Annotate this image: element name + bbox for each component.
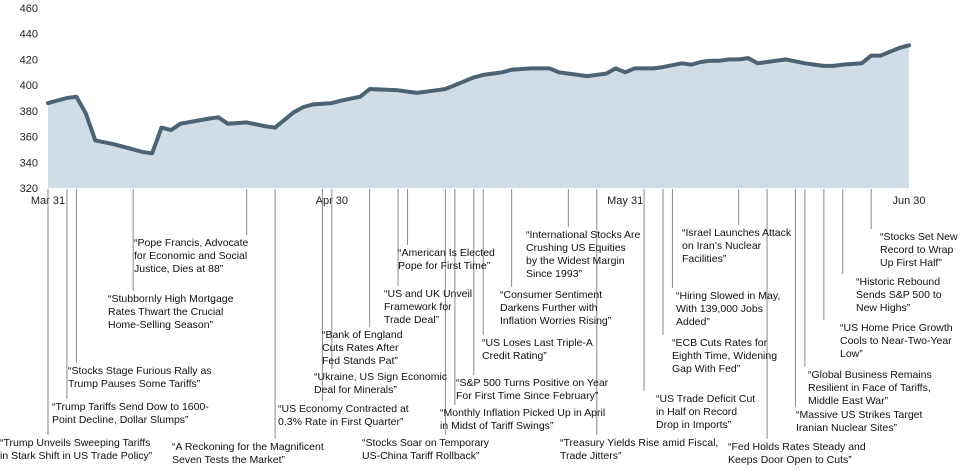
- y-tick-label: 400: [20, 80, 38, 92]
- y-tick-label: 380: [20, 106, 38, 118]
- annotation-headline: “Ukraine, US Sign Economic Deal for Miner…: [314, 371, 447, 396]
- annotation-headline: “US and UK Unveil Framework for Trade Deal…: [384, 288, 472, 326]
- y-tick-label: 340: [20, 157, 38, 169]
- annotation-headline: “US Trade Deficit Cut in Half on Record Dr…: [656, 393, 755, 431]
- annotation-headline: “Historic Rebound Sends S&P 500 to New Hig…: [856, 276, 942, 314]
- annotation-headline: “US Economy Contracted at 0.3% Rate in Fi…: [278, 403, 409, 428]
- annotation-headline: “Global Business Remains Resilient in Fac…: [808, 369, 932, 407]
- annotation-headline: “Trump Tariffs Send Dow to 1600-Point De…: [52, 401, 209, 426]
- y-tick-label: 420: [20, 54, 38, 66]
- annotation-headline: “Israel Launches Attack on Iran’s Nuclear…: [682, 227, 792, 265]
- y-tick-label: 440: [20, 29, 38, 41]
- annotation-headline: “Bank of England Cuts Rates After Fed Stan…: [322, 329, 403, 367]
- annotation-headline: “S&P 500 Turns Positive on Year For First…: [456, 377, 609, 402]
- annotation-headline: “ECB Cuts Rates for Eighth Time, Widening…: [672, 337, 777, 375]
- annotation-headline: “Trump Unveils Sweeping Tariffs in Stark …: [0, 437, 153, 462]
- annotation-headline: “Pope Francis, Advocate for Economic and …: [134, 237, 249, 275]
- annotation-headline: “Consumer Sentiment Darkens Further with I…: [500, 289, 612, 327]
- annotation-headline: “Fed Holds Rates Steady and Keeps Door Op…: [728, 441, 866, 466]
- annotation-headline: “International Stocks Are Crushing US Equ…: [526, 229, 641, 280]
- y-tick-label: 460: [20, 3, 38, 15]
- annotation-headline: “Stocks Set New Record to Wrap Up First Ha…: [880, 231, 958, 269]
- annotation-headline: “A Reckoning for the Magnificent Seven Te…: [172, 441, 324, 466]
- annotation-headline: “Stocks Soar on Temporary US-China Tariff…: [362, 437, 490, 462]
- annotation-headline: “Massive US Strikes Target Iranian Nuclea…: [796, 409, 923, 434]
- annotation-leaders: [47, 189, 872, 439]
- annotations: “Trump Unveils Sweeping Tariffs in Stark …: [0, 227, 958, 466]
- annotation-headline: “Monthly Inflation Picked Up in April in …: [440, 407, 605, 432]
- x-axis-ticks: Mar 31 Apr 30 May 31 Jun 30: [31, 195, 926, 207]
- annotation-headline: “Treasury Yields Rise amid Fiscal, Trade …: [560, 437, 718, 462]
- x-tick-label: May 31: [607, 195, 643, 207]
- annotation-headline: “American Is Elected Pope for First Time”: [398, 247, 495, 272]
- annotation-headline: “US Loses Last Triple-A Credit Rating”: [482, 337, 593, 362]
- annotation-headline: “US Home Price Growth Cools to Near-Two-Y…: [840, 322, 953, 360]
- annotation-headline: “Hiring Slowed in May, With 139,000 Jobs A…: [676, 290, 780, 328]
- annotation-headline: “Stocks Stage Furious Rally as Trump Paus…: [68, 365, 212, 390]
- area-fill: [48, 45, 909, 188]
- series-line: [46, 43, 911, 156]
- y-tick-label: 360: [20, 132, 38, 144]
- annotation-headline: “Stubbornly High Mortgage Rates Thwart th…: [108, 293, 234, 331]
- y-tick-label: 320: [20, 183, 38, 195]
- x-tick-label: Jun 30: [892, 195, 925, 207]
- y-axis-ticks: 320 340 360 380 400 420 440 460: [20, 3, 38, 195]
